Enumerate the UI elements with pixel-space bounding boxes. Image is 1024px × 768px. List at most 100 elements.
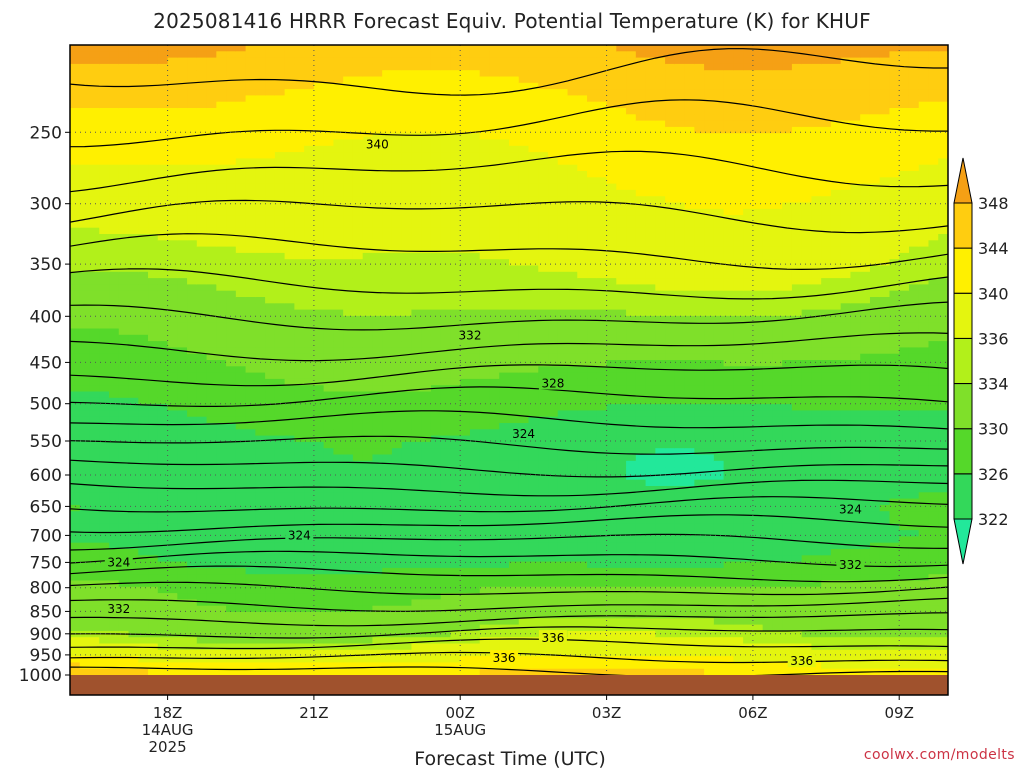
field-cell	[391, 133, 403, 141]
field-cell	[245, 309, 256, 317]
field-cell	[128, 57, 139, 65]
field-cell	[469, 63, 481, 71]
field-cell	[382, 309, 393, 317]
field-cell	[333, 139, 344, 147]
field-cell	[118, 171, 130, 178]
field-cell	[187, 252, 198, 260]
field-cell	[206, 643, 217, 651]
field-cell	[157, 429, 169, 437]
field-cell	[148, 612, 159, 619]
field-cell	[89, 246, 100, 254]
field-cell	[226, 378, 237, 386]
field-cell	[421, 492, 432, 500]
field-cell	[235, 511, 247, 519]
field-cell	[401, 284, 413, 292]
field-cell	[265, 360, 276, 367]
field-cell	[265, 328, 276, 336]
field-cell	[313, 252, 325, 260]
field-cell	[538, 63, 549, 71]
field-cell	[430, 486, 442, 493]
field-cell	[313, 290, 325, 298]
field-cell	[548, 391, 559, 399]
field-cell	[187, 580, 198, 588]
field-cell	[440, 549, 452, 556]
field-cell	[391, 183, 403, 191]
field-cell	[382, 57, 393, 65]
field-cell	[401, 662, 413, 670]
field-cell	[430, 473, 442, 481]
field-cell	[440, 441, 452, 449]
field-cell	[382, 549, 393, 556]
field-cell	[333, 215, 344, 222]
field-cell	[440, 580, 452, 588]
field-cell	[528, 618, 539, 626]
field-cell	[528, 567, 539, 575]
field-cell	[177, 221, 188, 229]
field-cell	[499, 341, 510, 348]
field-cell	[89, 366, 100, 374]
field-cell	[89, 221, 100, 229]
field-cell	[235, 82, 247, 90]
field-cell	[99, 322, 110, 330]
field-cell	[99, 586, 110, 594]
field-cell	[450, 309, 461, 317]
field-cell	[128, 347, 139, 355]
field-cell	[245, 152, 256, 159]
field-cell	[196, 202, 208, 210]
field-cell	[499, 555, 510, 563]
field-cell	[548, 416, 559, 424]
field-cell	[196, 215, 208, 222]
field-cell	[226, 517, 237, 525]
field-cell	[294, 473, 305, 481]
field-cell	[206, 120, 217, 128]
field-cell	[528, 328, 539, 336]
field-cell	[157, 492, 169, 500]
field-cell	[440, 378, 452, 386]
field-cell	[450, 164, 461, 172]
field-cell	[138, 353, 149, 361]
field-cell	[109, 410, 120, 418]
field-cell	[304, 189, 315, 197]
field-cell	[313, 630, 325, 638]
field-cell	[245, 599, 256, 607]
field-cell	[499, 126, 510, 134]
field-cell	[157, 120, 169, 128]
field-cell	[548, 347, 559, 355]
field-cell	[187, 45, 198, 52]
field-cell	[391, 51, 403, 59]
field-cell	[460, 391, 471, 399]
field-cell	[460, 196, 471, 204]
field-cell	[216, 586, 227, 594]
field-cell	[391, 303, 403, 311]
field-cell	[255, 322, 266, 330]
field-cell	[391, 114, 403, 122]
field-cell	[372, 448, 383, 456]
field-cell	[411, 662, 422, 670]
field-cell	[235, 397, 247, 405]
field-cell	[79, 542, 91, 550]
field-cell	[479, 618, 491, 626]
field-cell	[499, 45, 510, 52]
field-cell	[372, 416, 383, 424]
field-cell	[265, 366, 276, 374]
field-cell	[148, 416, 159, 424]
field-cell	[460, 574, 471, 582]
field-cell	[509, 202, 520, 210]
field-cell	[177, 164, 188, 172]
field-cell	[89, 164, 100, 172]
field-cell	[265, 120, 276, 128]
field-cell	[118, 567, 130, 575]
field-cell	[362, 448, 374, 456]
field-cell	[450, 416, 461, 424]
field-cell	[235, 372, 247, 380]
field-cell	[450, 334, 461, 342]
field-cell	[372, 517, 383, 525]
field-cell	[509, 164, 520, 172]
field-cell	[548, 171, 559, 178]
field-cell	[206, 448, 217, 456]
field-cell	[499, 208, 510, 216]
field-cell	[489, 517, 500, 525]
field-cell	[391, 297, 403, 304]
field-cell	[206, 259, 217, 267]
field-cell	[157, 580, 169, 588]
